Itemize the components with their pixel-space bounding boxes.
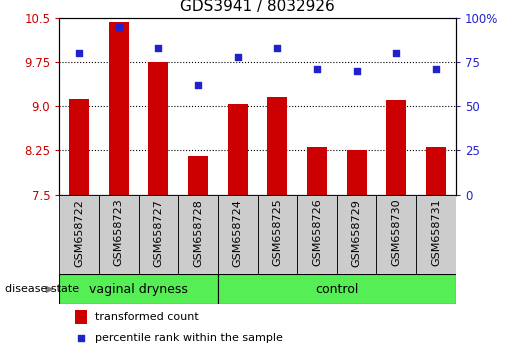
Bar bbox=[178, 195, 218, 274]
Point bbox=[313, 66, 321, 72]
Bar bbox=[188, 156, 208, 195]
Text: percentile rank within the sample: percentile rank within the sample bbox=[95, 332, 283, 343]
Point bbox=[352, 68, 360, 74]
Point bbox=[273, 45, 281, 51]
Text: GSM658730: GSM658730 bbox=[391, 199, 401, 266]
Text: control: control bbox=[315, 283, 358, 296]
Text: GSM658726: GSM658726 bbox=[312, 199, 322, 267]
Bar bbox=[267, 97, 287, 195]
Title: GDS3941 / 8032926: GDS3941 / 8032926 bbox=[180, 0, 335, 14]
Bar bbox=[218, 274, 456, 304]
Point bbox=[392, 50, 401, 56]
Text: GSM658722: GSM658722 bbox=[74, 199, 84, 267]
Bar bbox=[218, 195, 258, 274]
Text: transformed count: transformed count bbox=[95, 312, 199, 322]
Bar bbox=[69, 99, 89, 195]
Point bbox=[114, 24, 123, 29]
Bar bbox=[148, 62, 168, 195]
Point bbox=[233, 54, 242, 59]
Bar bbox=[75, 310, 87, 324]
Text: GSM658727: GSM658727 bbox=[153, 199, 163, 267]
Point bbox=[194, 82, 202, 88]
Text: vaginal dryness: vaginal dryness bbox=[89, 283, 188, 296]
Bar bbox=[59, 195, 99, 274]
Text: GSM658725: GSM658725 bbox=[272, 199, 282, 267]
Point bbox=[154, 45, 162, 51]
Bar bbox=[139, 195, 178, 274]
Bar bbox=[386, 100, 406, 195]
Bar bbox=[426, 148, 446, 195]
Point bbox=[75, 50, 83, 56]
Bar bbox=[307, 148, 327, 195]
Bar bbox=[109, 22, 129, 195]
Bar bbox=[59, 274, 218, 304]
Bar bbox=[347, 150, 367, 195]
Text: disease state: disease state bbox=[5, 284, 79, 295]
Bar bbox=[297, 195, 337, 274]
Text: GSM658723: GSM658723 bbox=[114, 199, 124, 267]
Bar bbox=[99, 195, 139, 274]
Bar bbox=[416, 195, 456, 274]
Text: GSM658724: GSM658724 bbox=[233, 199, 243, 267]
Text: GSM658728: GSM658728 bbox=[193, 199, 203, 267]
Bar bbox=[228, 104, 248, 195]
Point bbox=[432, 66, 440, 72]
Text: GSM658731: GSM658731 bbox=[431, 199, 441, 266]
Bar bbox=[258, 195, 297, 274]
Bar bbox=[337, 195, 376, 274]
Text: GSM658729: GSM658729 bbox=[352, 199, 362, 267]
Bar bbox=[376, 195, 416, 274]
Point bbox=[77, 335, 85, 341]
